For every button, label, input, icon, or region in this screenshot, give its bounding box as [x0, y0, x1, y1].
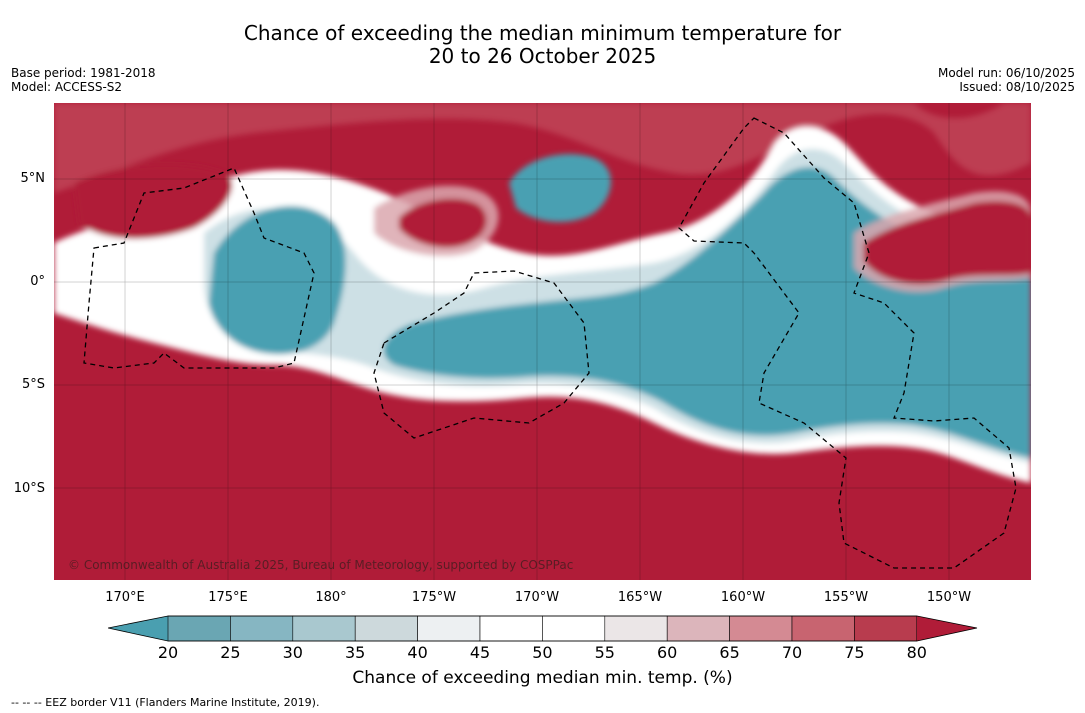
- lat-label-10s: 10°S: [13, 481, 45, 496]
- warm-patch-east: [864, 201, 1031, 285]
- warm-patch-northwest: [74, 164, 233, 239]
- colorbar-high-arrow: [917, 616, 977, 641]
- colorbar-tick-label: 35: [345, 643, 366, 662]
- eez-border-phoenix: [373, 270, 590, 439]
- lon-label-165w: 165°W: [617, 590, 663, 605]
- lat-label-0: 0°: [30, 274, 45, 289]
- base-period: Base period: 1981-2018: [11, 66, 156, 80]
- issued-date: Issued: 08/10/2025: [959, 80, 1075, 94]
- colorbar-segment: [791, 615, 855, 642]
- probability-map: [54, 103, 1031, 580]
- colorbar-tick-label: 65: [719, 643, 740, 662]
- colorbar-outline: [108, 615, 978, 642]
- title-line-1: Chance of exceeding the median minimum t…: [243, 21, 842, 45]
- colorbar-tick-label: 75: [844, 643, 865, 662]
- colorbar-tick-label: 70: [781, 643, 803, 662]
- lat-label-5s: 5°S: [21, 377, 45, 392]
- eez-legend-note: -- -- -- EEZ border V11 (Flanders Marine…: [11, 696, 320, 709]
- lon-label-170e: 170°E: [105, 590, 145, 605]
- colorbar-tick-label: 55: [594, 643, 615, 662]
- colorbar-tick-label: 50: [532, 643, 553, 662]
- colorbar-tick-label: 60: [657, 643, 678, 662]
- lon-label-150w: 150°W: [926, 590, 972, 605]
- meta-left: Base period: 1981-2018 Model: ACCESS-S2: [11, 66, 156, 94]
- meta-right: Model run: 06/10/2025 Issued: 08/10/2025: [938, 66, 1075, 94]
- colorbar-segment: [292, 615, 356, 642]
- lat-label-5n: 5°N: [20, 171, 46, 186]
- colorbar-segment: [167, 615, 231, 642]
- colorbar-tick-label: 40: [407, 643, 428, 662]
- colorbar-segments: [167, 615, 918, 642]
- warm-patch-north: [399, 198, 487, 248]
- colorbar-tick-label: 80: [906, 643, 927, 662]
- colorbar-segment: [479, 615, 543, 642]
- colorbar-segment: [604, 615, 668, 642]
- cool-region-west: [209, 206, 346, 355]
- lon-label-175e: 175°E: [208, 590, 248, 605]
- colorbar-segment: [230, 615, 294, 642]
- colorbar-segment: [729, 615, 793, 642]
- cool-region-north: [509, 154, 611, 223]
- colorbar-tick-label: 20: [157, 643, 179, 662]
- colorbar-tick-label: 45: [469, 643, 491, 662]
- colorbar-tick-label: 25: [220, 643, 241, 662]
- colorbar-segment: [666, 615, 730, 642]
- model-name: Model: ACCESS-S2: [11, 80, 123, 94]
- colorbar-low-arrow: [108, 616, 168, 641]
- colorbar-segment: [854, 615, 918, 642]
- lon-label-160w: 160°W: [720, 590, 766, 605]
- colorbar-label: Chance of exceeding median min. temp. (%…: [352, 668, 733, 688]
- colorbar-segment: [542, 615, 606, 642]
- copyright-notice: © Commonwealth of Australia 2025, Bureau…: [68, 558, 574, 572]
- colorbar: [108, 615, 978, 642]
- lon-label-155w: 155°W: [823, 590, 869, 605]
- colorbar-tick-label: 30: [282, 643, 303, 662]
- colorbar-segment: [354, 615, 418, 642]
- title-line-2: 20 to 26 October 2025: [428, 44, 657, 68]
- eez-borders: [83, 117, 1017, 569]
- lon-label-170w: 170°W: [514, 590, 560, 605]
- lon-label-180: 180°: [315, 590, 347, 605]
- colorbar-segment: [417, 615, 481, 642]
- lon-label-175w: 175°W: [411, 590, 457, 605]
- eez-border-line-islands: [678, 117, 1017, 569]
- model-run: Model run: 06/10/2025: [937, 66, 1075, 80]
- map-title: Chance of exceeding the median minimum t…: [0, 22, 1085, 68]
- graticule: [54, 103, 1031, 580]
- warm-mid-band-north: [54, 103, 1031, 193]
